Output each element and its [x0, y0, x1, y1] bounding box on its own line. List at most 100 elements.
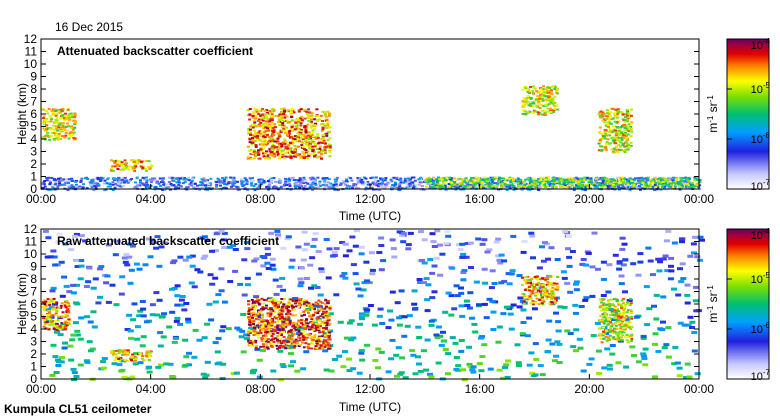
heatmap-cell	[360, 288, 367, 292]
heatmap-cell	[260, 264, 267, 268]
heatmap-cell	[272, 110, 276, 113]
heatmap-cell	[376, 314, 383, 318]
heatmap-cell	[256, 298, 260, 301]
heatmap-cell	[303, 185, 307, 187]
heatmap-cell	[425, 181, 429, 184]
heatmap-cell	[625, 137, 629, 139]
heatmap-cell	[189, 264, 196, 268]
heatmap-cell	[295, 182, 299, 185]
heatmap-cell	[602, 135, 606, 137]
heatmap-cell	[279, 276, 286, 280]
heatmap-cell	[528, 178, 532, 181]
heatmap-cell	[125, 179, 129, 182]
heatmap-cell	[314, 302, 318, 305]
heatmap-cell	[328, 112, 331, 115]
heatmap-cell	[49, 116, 53, 119]
heatmap-cell	[42, 299, 46, 302]
heatmap-cell	[107, 182, 111, 185]
heatmap-cell	[602, 131, 606, 134]
heatmap-cell	[289, 177, 293, 180]
heatmap-cell	[55, 360, 62, 363]
heatmap-cell	[356, 181, 360, 184]
heatmap-cell	[401, 315, 408, 319]
heatmap-cell	[609, 111, 613, 114]
heatmap-cell	[64, 132, 68, 135]
heatmap-cell	[567, 290, 574, 294]
heatmap-cell	[551, 99, 555, 102]
heatmap-cell	[233, 371, 240, 375]
heatmap-cell	[443, 179, 447, 181]
heatmap-cell	[418, 178, 422, 181]
heatmap-cell	[291, 308, 295, 311]
heatmap-cell	[282, 107, 286, 110]
heatmap-cell	[659, 178, 663, 181]
heatmap-cell	[488, 185, 492, 188]
heatmap-cell	[116, 160, 120, 163]
heatmap-cell	[171, 176, 175, 179]
heatmap-cell	[139, 160, 143, 163]
heatmap-cell	[552, 176, 556, 179]
heatmap-cell	[329, 182, 333, 185]
heatmap-cell	[278, 325, 282, 328]
heatmap-cell	[297, 109, 301, 112]
heatmap-cell	[664, 181, 668, 184]
heatmap-cell	[158, 363, 165, 367]
heatmap-cell	[301, 320, 305, 323]
heatmap-cell	[425, 283, 432, 287]
heatmap-cell	[285, 120, 289, 123]
heatmap-cell	[661, 182, 665, 185]
heatmap-cell	[623, 137, 627, 140]
heatmap-cell	[618, 181, 622, 184]
heatmap-cell	[78, 316, 85, 320]
heatmap-cell	[60, 110, 64, 113]
heatmap-cell	[346, 249, 353, 253]
heatmap-cell	[625, 109, 629, 112]
heatmap-cell	[664, 269, 671, 273]
heatmap-cell	[118, 359, 121, 362]
heatmap-cell	[637, 185, 641, 187]
heatmap-cell	[453, 356, 460, 359]
heatmap-cell	[628, 126, 631, 129]
heatmap-cell	[141, 357, 145, 360]
heatmap-cell	[45, 179, 49, 182]
heatmap-cell	[609, 129, 612, 132]
heatmap-cell	[247, 334, 251, 337]
heatmap-cell	[286, 305, 290, 308]
heatmap-cell	[528, 231, 535, 235]
heatmap-cell	[340, 365, 347, 369]
heatmap-cell	[638, 181, 642, 184]
heatmap-cell	[644, 323, 651, 327]
heatmap-cell	[311, 150, 315, 153]
heatmap-cell	[181, 182, 185, 185]
heatmap-cell	[668, 180, 672, 183]
heatmap-cell	[264, 121, 268, 124]
heatmap-cell	[54, 179, 58, 182]
heatmap-cell	[273, 155, 277, 158]
heatmap-cell	[92, 277, 99, 281]
heatmap-cell	[662, 188, 666, 191]
heatmap-cell	[445, 372, 451, 376]
heatmap-cell	[624, 148, 628, 151]
heatmap-cell	[268, 148, 272, 151]
heatmap-cell	[314, 345, 318, 348]
heatmap-cell	[621, 242, 628, 246]
heatmap-cell	[145, 181, 149, 184]
heatmap-cell	[643, 185, 647, 188]
heatmap-cell	[278, 124, 282, 127]
heatmap-cell	[69, 126, 73, 129]
heatmap-cell	[561, 305, 568, 309]
heatmap-cell	[628, 114, 632, 117]
heatmap-cell	[272, 134, 276, 136]
heatmap-cell	[258, 139, 262, 142]
heatmap-cell	[313, 311, 317, 314]
heatmap-cell	[258, 143, 262, 146]
heatmap-cell	[247, 328, 251, 331]
heatmap-cell	[249, 324, 253, 327]
heatmap-cell	[302, 182, 306, 185]
heatmap-cell	[125, 349, 128, 352]
heatmap-cell	[131, 168, 135, 171]
heatmap-cell	[528, 182, 532, 185]
heatmap-cell	[495, 254, 502, 258]
heatmap-cell	[536, 181, 540, 184]
heatmap-cell	[629, 108, 633, 111]
